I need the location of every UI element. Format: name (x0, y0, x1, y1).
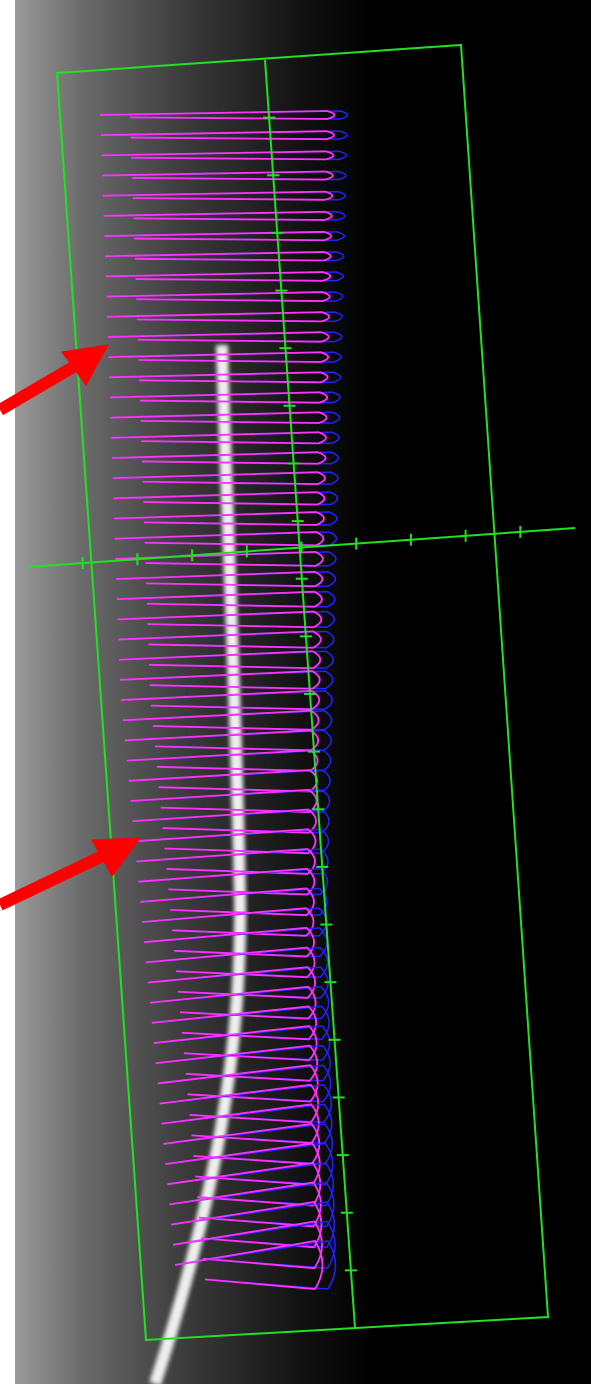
image (0, 0, 591, 1384)
page: (() => { const svg = document.getElement… (0, 0, 591, 1384)
margin (0, 0, 15, 1384)
